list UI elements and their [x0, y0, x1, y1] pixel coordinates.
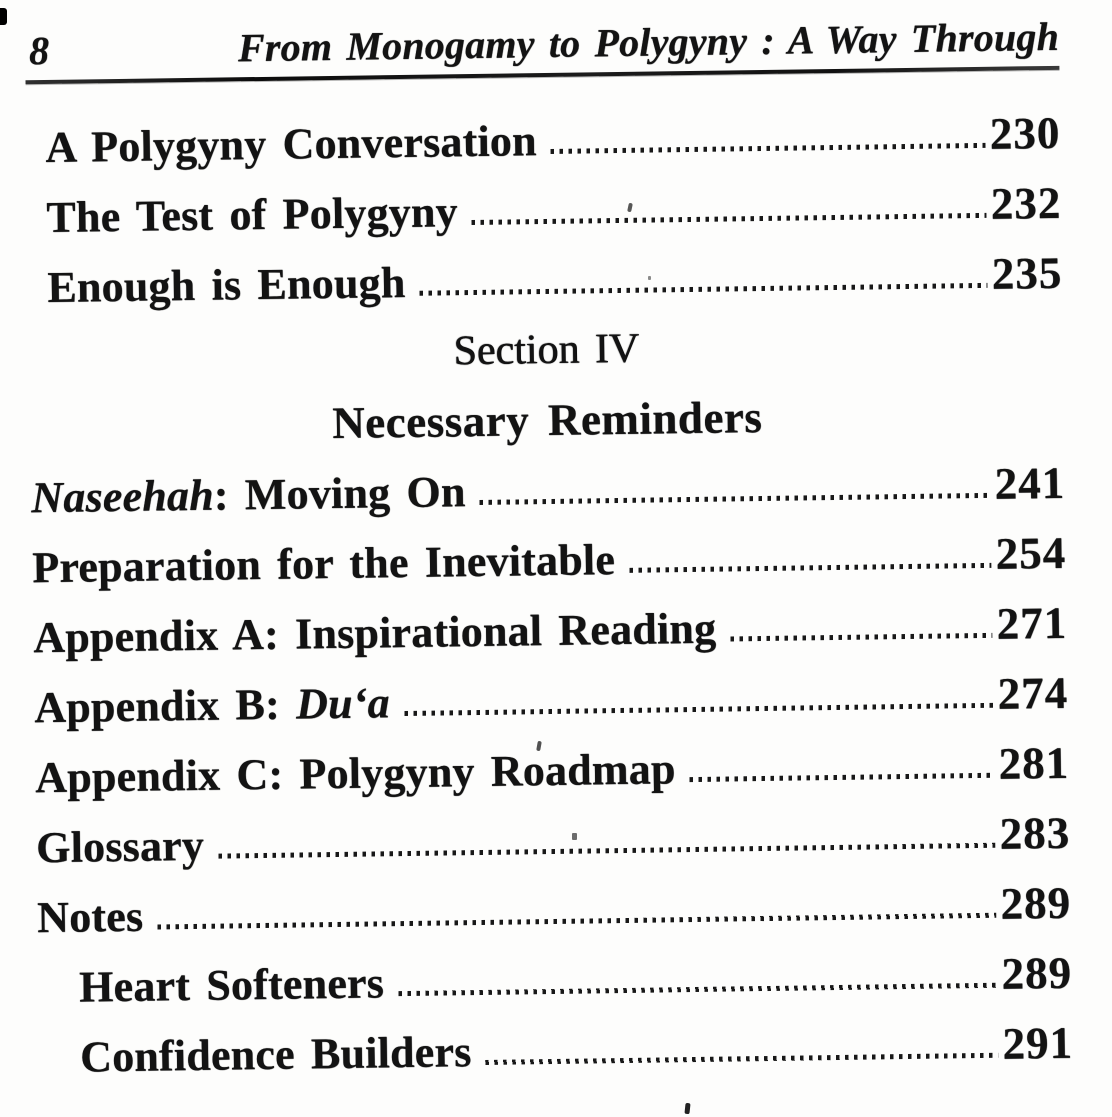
toc-entry-page-number: 274	[997, 667, 1069, 719]
toc-entry-label: Notes	[36, 891, 144, 943]
dot-leader	[629, 562, 991, 573]
dot-leader	[419, 282, 987, 296]
toc-entries-after-section: Naseehah: Moving On 241 Preparation for th…	[31, 448, 1074, 1092]
dot-leader	[550, 142, 986, 154]
dot-leader	[157, 912, 996, 930]
toc-entry-page-number: 232	[990, 177, 1062, 229]
scan-artifact-speck	[648, 276, 651, 280]
toc-entry-label: Confidence Builders	[79, 1027, 472, 1082]
running-header: 8 From Monogamy to Polygyny : A Way Thro…	[24, 0, 1060, 74]
toc-entry-label: Enough is Enough	[47, 257, 406, 312]
toc-entry-page-number: 271	[996, 597, 1068, 649]
toc-entry: Confidence Builders 291	[39, 1008, 1074, 1092]
dot-leader	[479, 492, 990, 505]
toc-entry-page-number: 254	[995, 527, 1067, 579]
toc-entry-label: Appendix A: Inspirational Reading	[32, 603, 717, 663]
dot-leader	[689, 772, 994, 783]
scan-artifact-speck	[684, 1102, 691, 1115]
toc-entry-label: A Polygyny Conversation	[45, 116, 538, 172]
dot-leader	[730, 632, 992, 642]
dot-leader	[403, 702, 993, 717]
table-of-contents: A Polygyny Conversation 230 The Test of Po…	[26, 98, 1074, 1092]
dot-leader	[471, 212, 987, 226]
toc-entry-page-number: 235	[991, 247, 1063, 299]
toc-entry-label: Naseehah: Moving On	[30, 467, 466, 523]
toc-entry-page-number: 289	[1000, 877, 1072, 929]
scan-artifact-speck	[572, 833, 577, 840]
dot-leader	[485, 1052, 998, 1065]
toc-entry-page-number: 289	[1001, 947, 1073, 999]
toc-entry-page-number: 241	[994, 457, 1066, 509]
toc-entry-page-number: 230	[989, 107, 1061, 159]
page-number: 8	[28, 27, 50, 74]
toc-entry-page-number: 281	[998, 737, 1070, 789]
toc-entry-label: Appendix B: Du‘a	[33, 678, 391, 733]
toc-entry-label: Appendix C: Polygyny Roadmap	[34, 744, 676, 803]
toc-entry-label: Preparation for the Inevitable	[31, 535, 616, 593]
toc-entries-before-section: A Polygyny Conversation 230 The Test of Po…	[26, 98, 1063, 322]
toc-entry-label: Glossary	[35, 820, 205, 873]
scan-artifact-edge-mark	[0, 8, 7, 25]
toc-entry-label: The Test of Polygyny	[46, 187, 459, 242]
toc-entry-page-number: 291	[1002, 1017, 1074, 1069]
dot-leader	[398, 982, 997, 997]
toc-entry-page-number: 283	[999, 807, 1071, 859]
dot-leader	[218, 842, 995, 859]
running-header-title: From Monogamy to Polygyny : A Way Throug…	[237, 13, 1060, 71]
toc-entry-label: Heart Softeners	[78, 958, 385, 1012]
